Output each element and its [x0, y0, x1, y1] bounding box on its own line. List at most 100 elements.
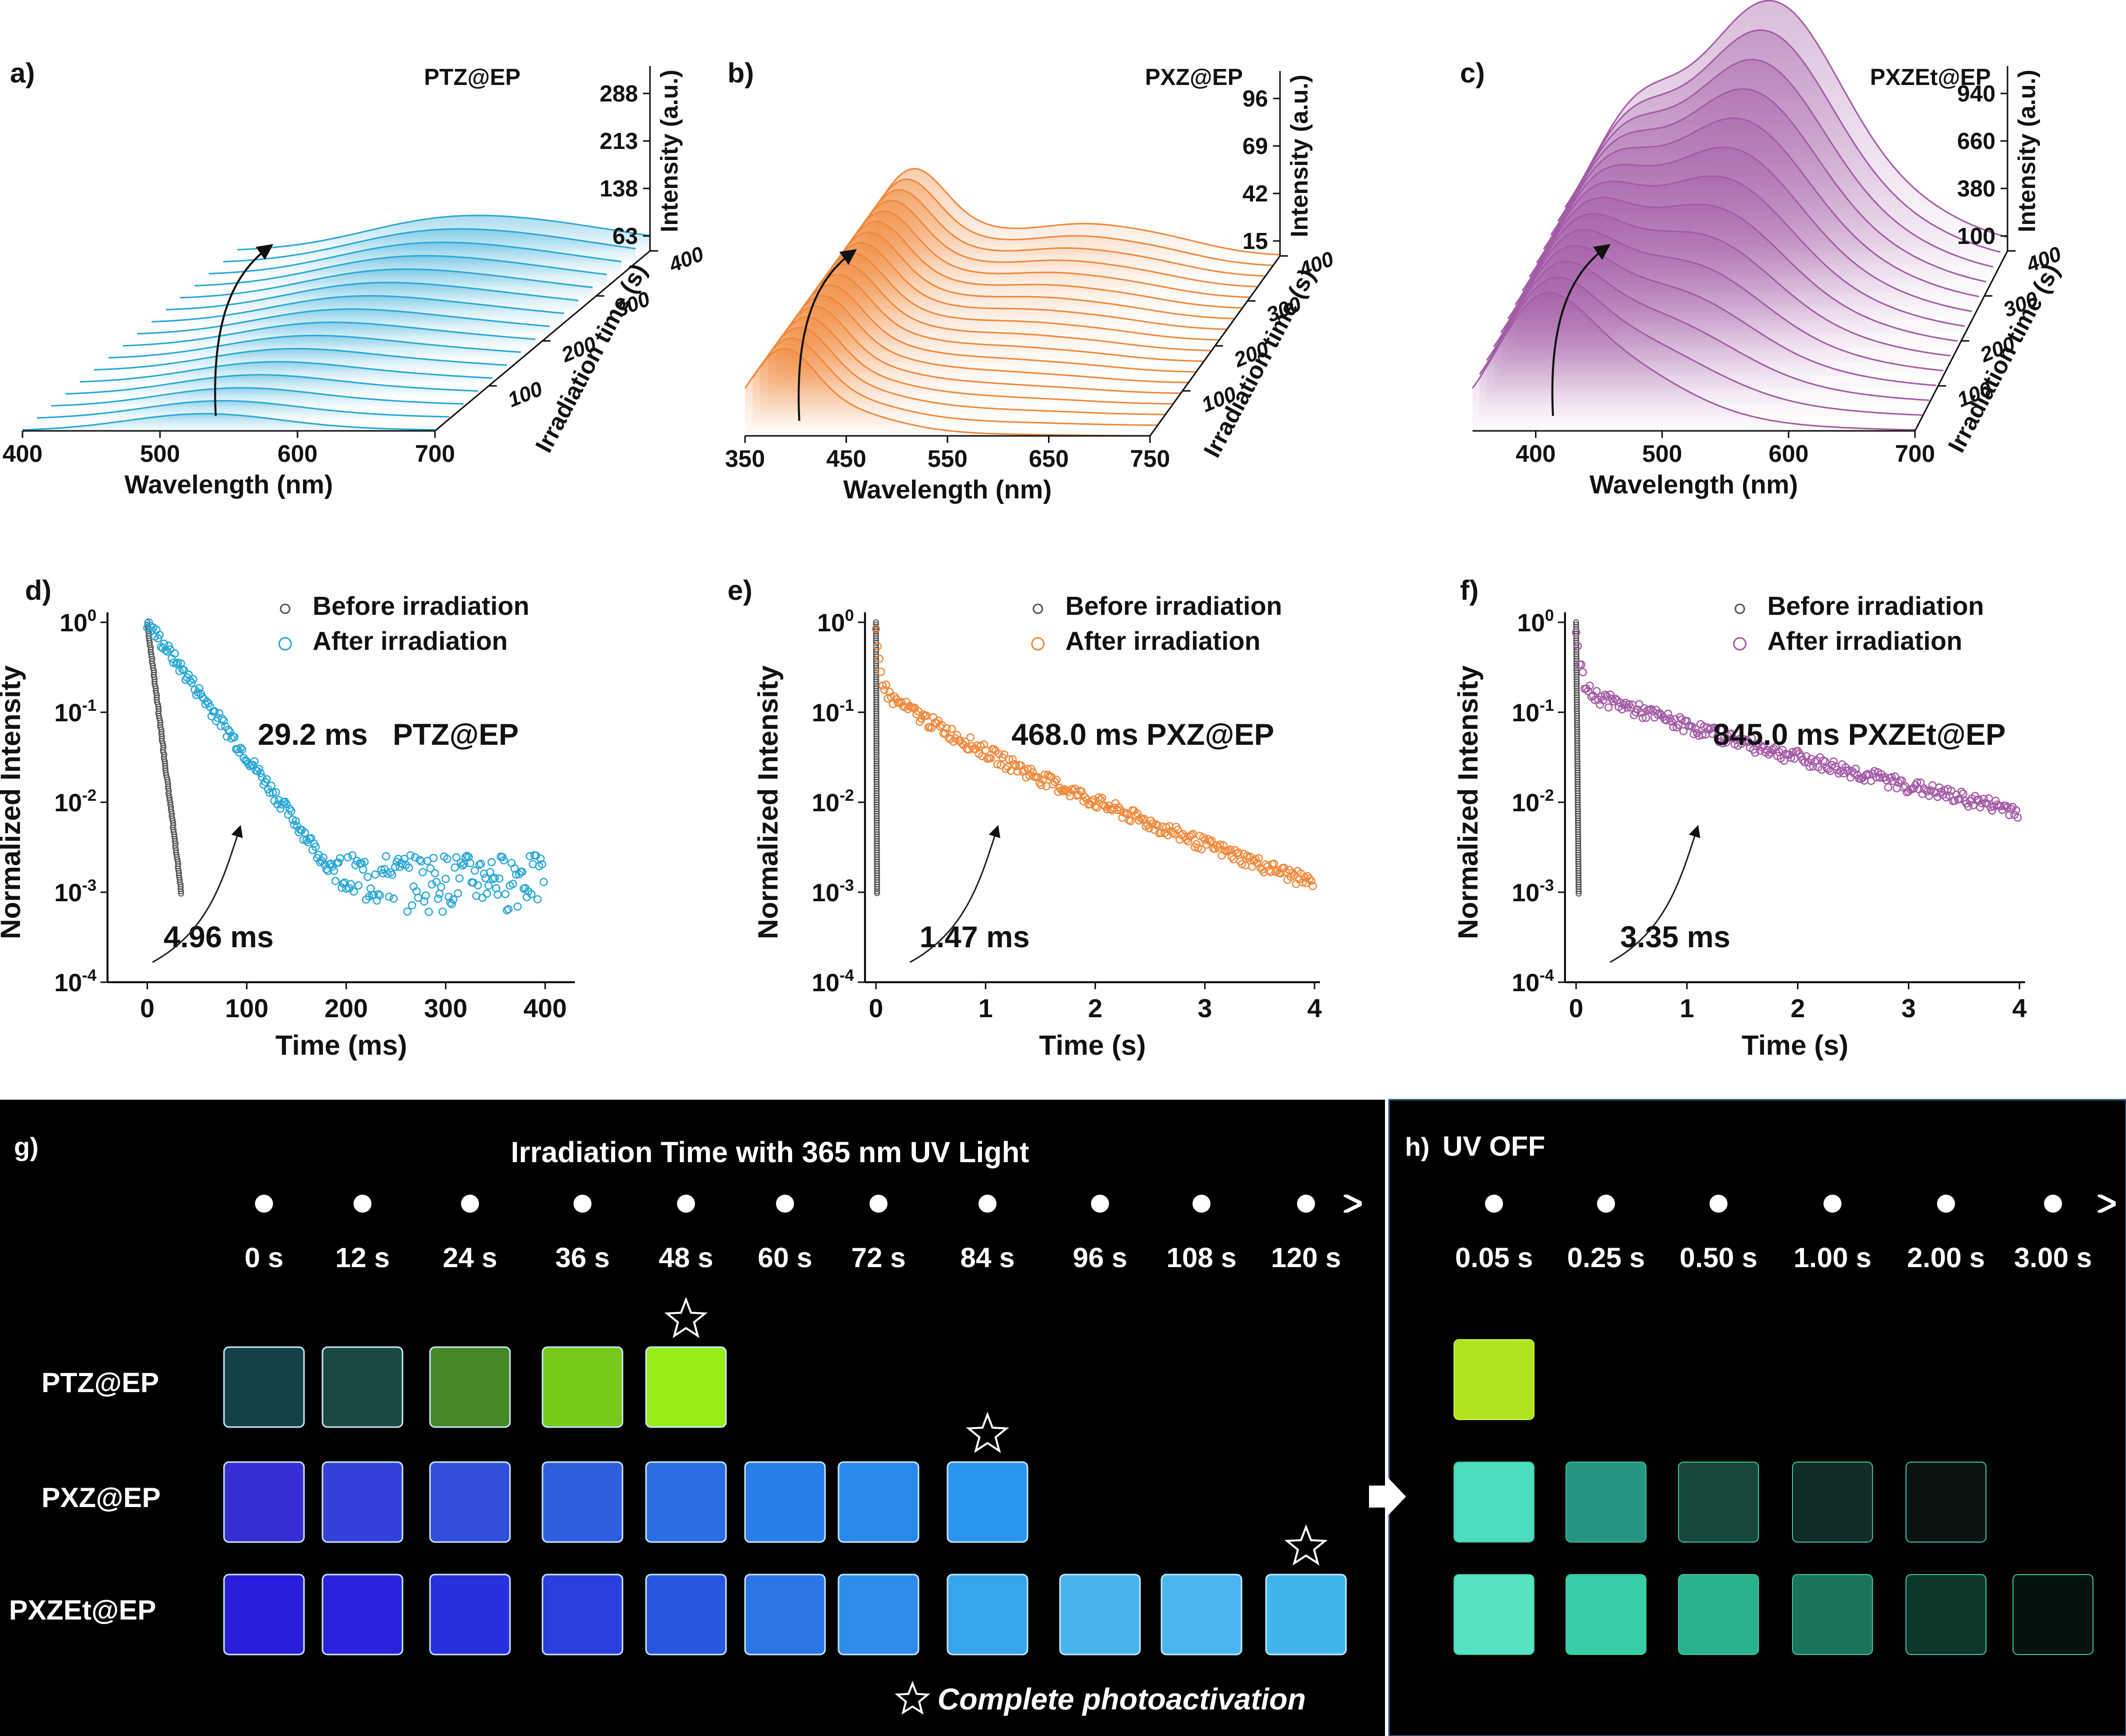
spectrum-line-6 — [790, 284, 1196, 373]
after-point — [2003, 803, 2012, 812]
legend-after-label: After irradiation — [312, 627, 508, 656]
x-tick-label-0: 0 — [1569, 994, 1584, 1023]
after-point — [348, 851, 356, 860]
spectrum-line-4 — [774, 305, 1181, 394]
decay-square-2-1 — [1566, 1574, 1646, 1655]
after-point — [454, 889, 462, 898]
time-label-4: 48 s — [659, 1242, 714, 1273]
x-tick-label-700: 700 — [1895, 441, 1935, 467]
x-tick-label-400: 400 — [524, 994, 567, 1023]
after-point — [1742, 735, 1751, 744]
after-point — [1642, 713, 1650, 722]
after-point — [410, 853, 420, 862]
spectrum-line-1 — [1478, 276, 1922, 416]
sample-square-1-5 — [744, 1461, 826, 1543]
y-tick-label-1: 10-3 — [1512, 876, 1554, 907]
panel-g-photos: g) Irradiation Time with 365 nm UV Light 0… — [9, 1133, 1360, 1716]
after-point — [482, 889, 492, 898]
after-point — [311, 842, 320, 851]
spectrum-fill-7 — [122, 322, 536, 347]
x-tick-label-600: 600 — [1768, 441, 1808, 467]
after-point — [1669, 723, 1678, 731]
after-point — [1197, 845, 1206, 854]
after-point — [424, 907, 433, 916]
after-point — [484, 881, 493, 890]
time-label-0: 0 s — [244, 1242, 284, 1273]
spectrum-line-6 — [108, 334, 522, 359]
legend-before-label: Before irradiation — [312, 592, 529, 621]
after-point — [1307, 876, 1316, 885]
y-axis-title: Intensity (a.u.) — [656, 69, 683, 232]
legend-before-marker — [1734, 603, 1746, 614]
after-point — [1226, 845, 1234, 854]
spectrum-line-9 — [813, 252, 1219, 341]
after-point — [1298, 878, 1307, 887]
y-tick-label-2: 10-2 — [54, 786, 96, 817]
x-tick-label-200: 200 — [324, 994, 368, 1023]
panel-label: b) — [728, 57, 754, 88]
after-point — [1635, 700, 1644, 709]
spectrum-fill-0 — [22, 413, 435, 431]
after-point — [1126, 817, 1135, 826]
after-point — [198, 693, 207, 701]
spectrum-line-6 — [1514, 196, 1958, 342]
after-point — [262, 775, 271, 784]
after-point — [536, 854, 545, 863]
after-point — [398, 860, 407, 869]
z-axis-title: Irradiation time (s) — [1199, 264, 1320, 462]
after-point — [1679, 727, 1688, 735]
x-tick-label-650: 650 — [1028, 446, 1068, 472]
panel-label: e) — [728, 574, 752, 606]
spectrum-line-5 — [782, 295, 1188, 383]
legend-after-marker — [1733, 637, 1747, 651]
spectrum-line-12 — [836, 220, 1242, 309]
after-point — [1884, 783, 1892, 792]
decay-square-1-1 — [1566, 1462, 1646, 1543]
x-axis-title: Wavelength (nm) — [124, 470, 333, 499]
spectrum-fill-8 — [806, 264, 1212, 351]
after-point — [189, 675, 198, 683]
after-point — [1924, 791, 1934, 800]
x-tick-label-700: 700 — [415, 441, 455, 467]
timeline-dot-10 — [1297, 1195, 1315, 1213]
panel-a-waterfall: 400 500 600 70010020030040063138213288Wavel… — [2, 57, 707, 499]
x-axis-title: Time (s) — [1742, 1029, 1848, 1061]
x-tick-label-550: 550 — [928, 446, 968, 472]
sample-square-1-4 — [645, 1461, 727, 1543]
x-tick-label-450: 450 — [826, 446, 866, 472]
after-point — [490, 874, 499, 882]
after-point — [478, 893, 487, 902]
after-point — [426, 864, 435, 873]
timeline-dot-0 — [1485, 1195, 1503, 1213]
timeline-dot-1 — [354, 1195, 372, 1213]
sample-square-1-2 — [429, 1461, 511, 1543]
sample-square-2-3 — [542, 1574, 624, 1656]
after-point — [390, 894, 398, 903]
legend-after-label: After irradiation — [1066, 627, 1260, 656]
y-tick-label-213: 213 — [600, 128, 638, 154]
after-point — [2014, 813, 2022, 822]
after-point — [374, 890, 382, 898]
after-point — [993, 760, 1002, 769]
after-point — [438, 907, 447, 916]
trend-arrow — [152, 825, 243, 963]
after-point — [500, 856, 508, 865]
spectrum-line-2 — [1486, 260, 1930, 401]
sample-square-1-1 — [322, 1461, 404, 1543]
before-point — [874, 888, 880, 895]
row-label-1: PXZ@EP — [42, 1482, 160, 1513]
after-point — [1706, 724, 1715, 733]
after-point — [334, 858, 343, 867]
after-point — [403, 907, 412, 916]
after-point — [300, 828, 310, 837]
after-point — [1305, 874, 1314, 883]
x-axis-title: Wavelength (nm) — [1590, 470, 1798, 499]
lifetime-before-label: 3.35 ms — [1620, 920, 1730, 954]
x-tick-label-400: 400 — [1516, 441, 1556, 467]
after-point — [942, 724, 951, 733]
timeline-dot-1 — [1597, 1195, 1615, 1213]
after-point — [1208, 836, 1216, 845]
after-point — [1270, 859, 1278, 868]
after-point — [961, 737, 970, 746]
after-point — [1094, 793, 1103, 802]
